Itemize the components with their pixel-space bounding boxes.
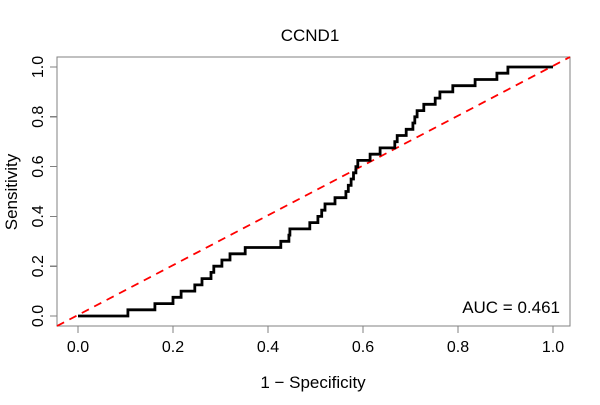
y-tick-label: 1.0 — [30, 56, 47, 78]
y-tick-label: 0.8 — [30, 106, 47, 128]
y-axis-ticks: 0.0 0.2 0.4 0.6 0.8 1.0 — [30, 56, 57, 327]
auc-annotation: AUC = 0.461 — [462, 298, 560, 317]
x-tick-label: 1.0 — [542, 339, 564, 356]
y-axis-title: Sensitivity — [2, 153, 21, 230]
x-tick-label: 0.4 — [257, 339, 279, 356]
chart-title: CCND1 — [281, 26, 340, 45]
x-tick-label: 0.6 — [352, 339, 374, 356]
chance-diagonal-line — [56, 56, 571, 327]
x-tick-label: 0.8 — [447, 339, 469, 356]
y-tick-label: 0.0 — [30, 305, 47, 327]
x-axis-ticks: 0.0 0.2 0.4 0.6 0.8 1.0 — [67, 326, 564, 356]
x-tick-label: 0.0 — [67, 339, 89, 356]
y-tick-label: 0.2 — [30, 255, 47, 277]
plot-box — [56, 56, 571, 327]
y-tick-label: 0.6 — [30, 155, 47, 177]
y-tick-label: 0.4 — [30, 205, 47, 227]
roc-curve — [78, 65, 553, 318]
x-tick-label: 0.2 — [162, 339, 184, 356]
x-axis-title: 1 − Specificity — [260, 373, 366, 392]
